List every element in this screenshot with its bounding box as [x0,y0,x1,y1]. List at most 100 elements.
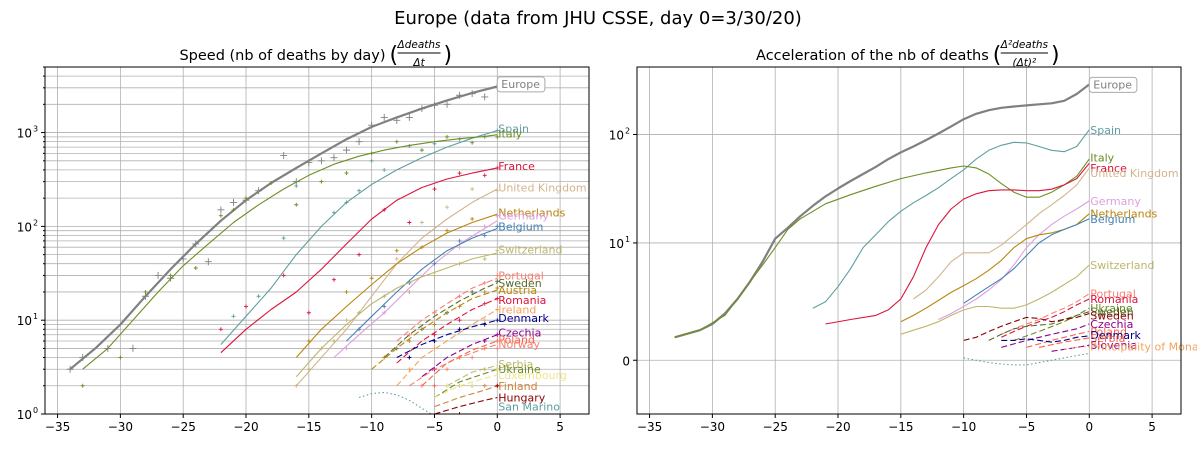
data-point [129,344,137,352]
series-serbia [446,364,500,388]
x-tick-label: −35 [637,420,662,434]
data-point [330,154,338,162]
series-slovenia [1051,344,1090,352]
data-point [369,276,374,281]
data-point [369,158,374,163]
series-label-germany: Germany [1090,195,1141,208]
data-point [281,273,286,278]
data-point [432,322,437,327]
data-point [419,220,424,225]
x-tick-label: −35 [45,420,70,434]
series-line [988,311,1090,341]
formula-right-paren: ) [1051,43,1060,68]
series-line [396,298,498,364]
data-point [457,238,462,243]
series-line [963,352,1090,366]
data-point [407,339,412,344]
series-germany [938,200,1090,320]
series-romania [1001,298,1090,338]
y-tick-label: 10 [17,127,32,141]
series-line [1001,293,1090,335]
series-label-france: France [1090,162,1127,175]
data-point [445,205,450,210]
data-point [457,318,462,323]
data-point [269,181,274,186]
series-hungary [434,383,500,414]
series-sweden [963,312,1090,341]
series-europe [66,82,501,373]
series-united-kingdom [913,167,1090,300]
data-point [244,196,249,201]
series-line [220,167,498,354]
series-portugal [396,273,500,342]
series-label-poland: Poland [498,334,535,347]
series-label-romania: Romania [1090,293,1138,306]
series-line [358,391,433,414]
data-point [432,187,437,192]
y-tick-exponent: 2 [33,218,38,227]
series-label-poland: Poland [1090,325,1127,338]
data-point [495,286,500,291]
data-point [495,224,500,229]
series-line [812,129,1090,309]
series-label-norway: Norway [498,338,540,351]
title-formula: Δ²deaths (Δt)² () [993,39,1060,69]
plot-area [674,83,1090,366]
series-label-serbia: Serbia [1090,332,1125,345]
series-line [396,319,498,358]
series-label-france: France [498,160,535,173]
y-tick-exponent: 2 [625,126,630,135]
data-point [231,314,236,319]
data-point [495,248,500,253]
y-tick-label: 10 [17,314,32,328]
data-point [80,383,85,388]
series-portugal [1001,293,1090,335]
series-italy [80,134,500,388]
data-point [394,256,399,261]
data-point [355,138,363,146]
y-tick-exponent: 3 [33,125,38,134]
series-line [825,162,1090,325]
data-point [204,258,212,266]
data-point [217,206,225,214]
series-label-austria: Austria [498,284,537,297]
data-point [495,213,500,218]
data-point [344,346,349,351]
series-netherlands [295,213,500,358]
series-austria [371,286,500,370]
data-point [482,224,487,229]
data-point [482,256,487,261]
series-belgium [346,224,500,342]
series-label-finland: Finland [498,380,537,393]
formula-denominator: (Δt)² [1013,57,1037,69]
data-point [470,140,475,145]
data-point [154,271,162,279]
series-line [1001,323,1090,348]
data-point [294,183,299,188]
series-line [900,264,1090,335]
data-point [382,304,387,309]
data-point [457,412,462,414]
data-point [419,148,424,153]
data-point [457,245,462,250]
data-point [470,383,475,388]
data-point [470,355,475,360]
data-point [470,289,475,294]
data-point [344,289,349,294]
series-line [674,158,1090,338]
series-line [963,218,1090,304]
formula-denominator: Δt [412,57,425,69]
series-label-germany: Germany [498,210,549,223]
formula-left-paren: ( [390,43,399,68]
series-line [1001,335,1090,343]
plot-area [66,82,501,414]
data-point [481,93,489,101]
data-point [407,289,412,294]
series-line [963,312,1090,341]
panel-title: Speed (nb of deaths by day) Δdeaths Δt () [179,39,452,69]
data-point [343,146,351,154]
data-point [281,236,286,241]
